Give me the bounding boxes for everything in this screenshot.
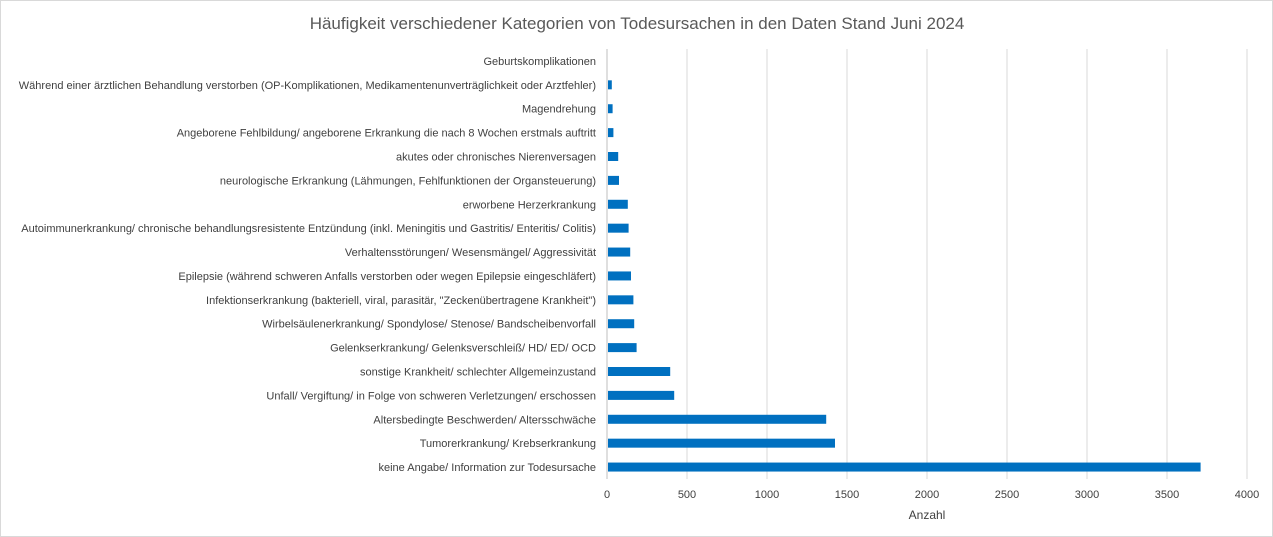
bars xyxy=(608,80,1201,472)
bar xyxy=(608,295,634,305)
category-label: Geburtskomplikationen xyxy=(483,56,596,68)
category-label: akutes oder chronisches Nierenversagen xyxy=(396,152,596,164)
category-label: Verhaltensstörungen/ Wesensmängel/ Aggre… xyxy=(345,247,596,259)
category-label: Altersbedingte Beschwerden/ Altersschwäc… xyxy=(373,414,596,426)
x-tick-labels: 0 500 1000 1500 2000 2500 3000 3500 4000 xyxy=(604,489,1259,501)
bar xyxy=(608,271,631,281)
category-label: Epilepsie (während schweren Anfalls vers… xyxy=(178,271,596,283)
category-label: neurologische Erkrankung (Lähmungen, Feh… xyxy=(220,175,596,187)
bar xyxy=(608,152,619,161)
x-axis-title: Anzahl xyxy=(909,508,946,522)
category-label: Magendrehung xyxy=(522,104,596,116)
category-label: Während einer ärztlichen Behandlung vers… xyxy=(19,80,596,92)
x-tick-label: 1000 xyxy=(755,489,779,501)
bar xyxy=(608,223,629,233)
x-tick-label: 500 xyxy=(678,489,696,501)
bar xyxy=(608,104,613,114)
category-label: Unfall/ Vergiftung/ in Folge von schwere… xyxy=(266,390,596,402)
bar xyxy=(608,80,612,90)
category-label: Tumorerkrankung/ Krebserkrankung xyxy=(420,438,596,450)
bar xyxy=(608,390,675,400)
category-label: Infektionserkrankung (bakteriell, viral,… xyxy=(206,295,596,307)
category-labels: keine Angabe/ Information zur Todesursac… xyxy=(19,56,596,474)
x-tick-label: 3500 xyxy=(1155,489,1179,501)
bar xyxy=(608,462,1201,472)
x-tick-label: 2500 xyxy=(995,489,1019,501)
bar xyxy=(608,367,671,376)
bar xyxy=(608,128,614,138)
chart-title: Häufigkeit verschiedener Kategorien von … xyxy=(310,14,965,33)
x-tick-label: 0 xyxy=(604,489,610,501)
category-label: Angeborene Fehlbildung/ angeborene Erkra… xyxy=(177,128,596,140)
bar xyxy=(608,175,619,185)
category-label: erworbene Herzerkrankung xyxy=(463,199,596,211)
gridlines xyxy=(606,49,1248,479)
x-tick-label: 3000 xyxy=(1075,489,1099,501)
bar xyxy=(608,199,628,209)
bar xyxy=(608,343,637,353)
bar xyxy=(608,319,635,329)
category-label: Autoimmunerkrankung/ chronische behandlu… xyxy=(21,223,596,235)
x-tick-label: 4000 xyxy=(1235,489,1259,501)
bar xyxy=(608,414,827,424)
x-tick-label: 1500 xyxy=(835,489,859,501)
category-label: Gelenkserkrankung/ Gelenksverschleiß/ HD… xyxy=(330,343,596,355)
bar xyxy=(608,438,835,448)
category-label: sonstige Krankheit/ schlechter Allgemein… xyxy=(360,367,596,379)
category-label: keine Angabe/ Information zur Todesursac… xyxy=(379,462,597,474)
category-label: Wirbelsäulenerkrankung/ Spondylose/ Sten… xyxy=(262,319,596,331)
x-tick-label: 2000 xyxy=(915,489,939,501)
bar xyxy=(608,247,631,257)
